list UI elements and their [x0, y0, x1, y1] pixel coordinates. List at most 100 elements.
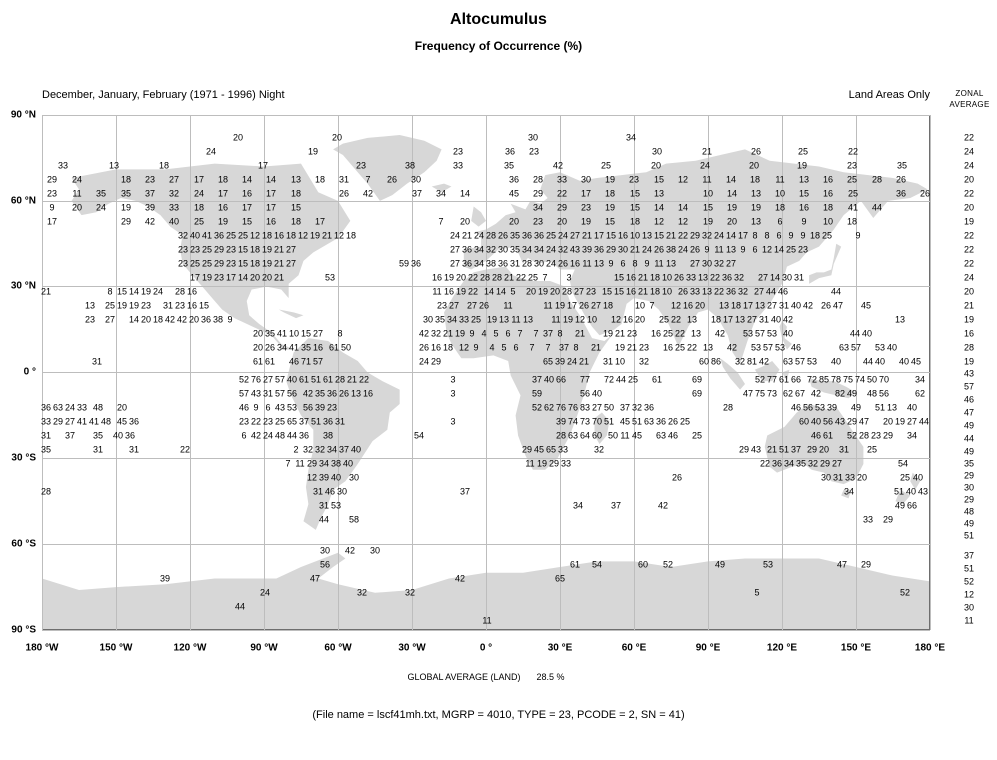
map-value: 65 — [542, 356, 554, 367]
map-value: 31 — [838, 444, 850, 455]
map-value: 45 — [860, 300, 872, 311]
map-value: 5 — [754, 587, 760, 598]
map-value: 20 — [694, 300, 706, 311]
map-value: 34 — [843, 486, 855, 497]
map-value: 14 — [769, 272, 781, 283]
map-value: 17 — [193, 174, 205, 185]
map-value: 24 — [193, 188, 205, 199]
map-value: 13 — [522, 314, 534, 325]
map-value: 25 — [866, 444, 878, 455]
map-value: 23 — [46, 188, 58, 199]
zonal-average-header: ZONAL AVERAGE — [942, 88, 997, 110]
map-value: 70 — [591, 416, 603, 427]
map-value: 37 — [338, 444, 350, 455]
map-value: 15 — [601, 286, 613, 297]
map-value: 47 — [836, 559, 848, 570]
map-value: 44 — [318, 514, 330, 525]
map-value: 36 — [771, 458, 783, 469]
map-value: 37 — [542, 328, 554, 339]
map-value: 16 — [650, 328, 662, 339]
grid-line-horizontal — [42, 544, 930, 545]
map-value: 14 — [677, 202, 689, 213]
map-value: 42 — [714, 328, 726, 339]
map-value: 37 — [459, 486, 471, 497]
map-value: 16 — [265, 216, 277, 227]
map-value: 3 — [450, 416, 456, 427]
map-value: 29 — [846, 416, 858, 427]
map-value: 16 — [625, 272, 637, 283]
map-value: 61 — [264, 356, 276, 367]
map-value: 20 — [525, 286, 537, 297]
map-value: 44 — [765, 286, 777, 297]
map-value: 9 — [469, 328, 475, 339]
map-value: 4 — [489, 342, 495, 353]
map-value: 56 — [286, 388, 298, 399]
map-value: 50 — [340, 342, 352, 353]
map-value: 15 — [241, 216, 253, 227]
map-value: 25 — [527, 272, 539, 283]
map-value: 15 — [237, 244, 249, 255]
lon-axis-label: 0 ° — [479, 642, 493, 654]
grid-line-horizontal — [42, 201, 930, 202]
map-value: 42 — [144, 216, 156, 227]
map-value: 51 — [778, 444, 790, 455]
map-value: 39 — [144, 202, 156, 213]
map-value: 44 — [862, 356, 874, 367]
map-value: 20 — [818, 444, 830, 455]
map-value: 57 — [794, 356, 806, 367]
map-value: 19 — [261, 258, 273, 269]
map-value: 23 — [436, 300, 448, 311]
map-value: 3 — [450, 374, 456, 385]
map-value: 44 — [234, 601, 246, 612]
zonal-header-line1: ZONAL — [955, 89, 984, 98]
map-value: 24 — [699, 160, 711, 171]
map-value: 27 — [569, 230, 581, 241]
map-value: 11 — [432, 286, 442, 297]
map-value: 16 — [662, 342, 674, 353]
map-value: 19 — [309, 230, 321, 241]
map-value: 53 — [750, 342, 762, 353]
map-value: 26 — [557, 258, 569, 269]
map-value: 18 — [285, 230, 297, 241]
map-value: 62 — [914, 388, 926, 399]
map-value: 13 — [665, 258, 677, 269]
map-value: 2 — [293, 444, 299, 455]
map-value: 36 — [593, 244, 605, 255]
map-value: 41 — [201, 230, 213, 241]
map-value: 11 — [654, 258, 664, 269]
map-value: 10 — [702, 188, 714, 199]
map-value: 25 — [627, 374, 639, 385]
map-value: 65 — [554, 573, 566, 584]
map-value: 39 — [314, 402, 326, 413]
map-value: 42 — [758, 356, 770, 367]
map-value: 22 — [847, 146, 859, 157]
map-value: 13 — [686, 314, 698, 325]
map-value: 25 — [797, 146, 809, 157]
map-value: 62 — [782, 388, 794, 399]
grid-line-horizontal — [42, 630, 930, 631]
map-value: 17 — [225, 272, 237, 283]
map-value: 37 — [790, 444, 802, 455]
map-value: 39 — [318, 472, 330, 483]
continent-north-america — [71, 163, 351, 350]
map-value: 22 — [713, 286, 725, 297]
map-value: 66 — [790, 374, 802, 385]
zonal-average-value: 30 — [963, 482, 975, 493]
map-value: 24 — [473, 230, 485, 241]
map-value: 23 — [585, 286, 597, 297]
island-japan — [809, 243, 842, 284]
map-value: 76 — [567, 402, 579, 413]
map-value: 20 — [882, 416, 894, 427]
map-value: 43 — [569, 244, 581, 255]
map-value: 18 — [846, 216, 858, 227]
map-value: 47 — [832, 300, 844, 311]
map-value: 23 — [238, 416, 250, 427]
map-value: 21 — [629, 244, 641, 255]
map-value: 53 — [766, 328, 778, 339]
map-value: 69 — [691, 388, 703, 399]
map-value: 27 — [746, 314, 758, 325]
map-value: 25 — [470, 314, 482, 325]
map-value: 18 — [629, 216, 641, 227]
map-value: 29 — [556, 202, 568, 213]
